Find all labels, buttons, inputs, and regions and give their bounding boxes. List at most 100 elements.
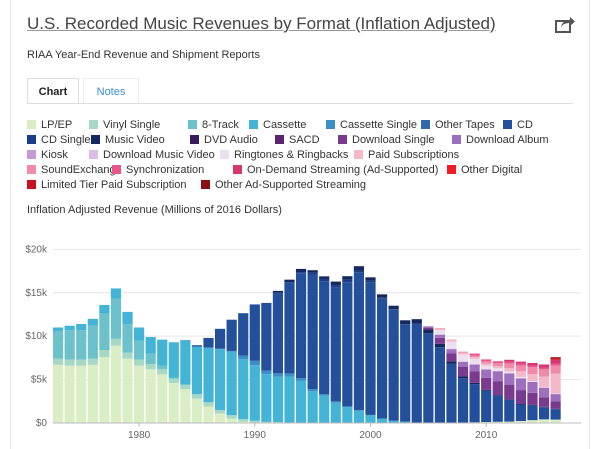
bar-segment[interactable] xyxy=(515,363,526,366)
bar-segment[interactable] xyxy=(145,363,156,370)
bar-segment[interactable] xyxy=(226,418,237,423)
bar-segment[interactable] xyxy=(527,362,538,366)
bar-segment[interactable] xyxy=(53,358,64,365)
bar-segment[interactable] xyxy=(527,367,538,375)
bar-segment[interactable] xyxy=(504,421,515,423)
bar-segment[interactable] xyxy=(110,345,122,423)
bar-segment[interactable] xyxy=(515,378,526,391)
bar-segment[interactable] xyxy=(457,378,469,423)
bar-segment[interactable] xyxy=(469,353,480,356)
bar-segment[interactable] xyxy=(249,420,260,423)
bar-segment[interactable] xyxy=(261,421,272,423)
bar-segment[interactable] xyxy=(168,383,179,423)
bar-segment[interactable] xyxy=(272,292,284,374)
bar-segment[interactable] xyxy=(481,365,492,370)
bar-segment[interactable] xyxy=(515,421,526,423)
bar-segment[interactable] xyxy=(515,404,526,422)
legend-item[interactable]: Cassette Single xyxy=(326,119,417,132)
bar-segment[interactable] xyxy=(550,365,561,374)
bar-segment[interactable] xyxy=(214,409,226,414)
bar-segment[interactable] xyxy=(538,367,550,370)
bar-segment[interactable] xyxy=(319,395,330,423)
bar-segment[interactable] xyxy=(515,361,526,364)
bar-segment[interactable] xyxy=(400,320,411,325)
bar-segment[interactable] xyxy=(504,363,515,368)
bar-segment[interactable] xyxy=(550,359,561,364)
bar-segment[interactable] xyxy=(365,280,376,283)
bar-segment[interactable] xyxy=(527,374,538,381)
bar-segment[interactable] xyxy=(388,420,399,423)
bar-segment[interactable] xyxy=(492,371,503,382)
bar-segment[interactable] xyxy=(376,297,388,299)
bar-segment[interactable] xyxy=(457,351,469,353)
bar-segment[interactable] xyxy=(307,391,318,423)
bar-segment[interactable] xyxy=(76,330,87,360)
bar-segment[interactable] xyxy=(342,279,353,283)
bar-segment[interactable] xyxy=(527,381,538,393)
bar-segment[interactable] xyxy=(492,381,503,396)
bar-segment[interactable] xyxy=(492,366,503,369)
bar-segment[interactable] xyxy=(353,266,365,271)
bar-segment[interactable] xyxy=(330,285,341,288)
bar-segment[interactable] xyxy=(504,367,515,372)
bar-segment[interactable] xyxy=(226,351,237,416)
bar-segment[interactable] xyxy=(272,421,284,423)
bar-segment[interactable] xyxy=(87,364,98,423)
bar-segment[interactable] xyxy=(110,288,122,299)
bar-segment[interactable] xyxy=(214,328,226,349)
bar-segment[interactable] xyxy=(307,274,318,390)
bar-segment[interactable] xyxy=(434,343,446,348)
legend-item[interactable]: 8-Track xyxy=(188,119,239,132)
bar-segment[interactable] xyxy=(504,399,515,400)
bar-segment[interactable] xyxy=(249,365,260,421)
bar-segment[interactable] xyxy=(157,365,168,370)
bar-segment[interactable] xyxy=(133,340,145,360)
bar-segment[interactable] xyxy=(504,373,515,385)
bar-segment[interactable] xyxy=(272,290,284,293)
bar-segment[interactable] xyxy=(492,395,503,396)
bar-segment[interactable] xyxy=(249,304,260,361)
bar-segment[interactable] xyxy=(446,353,457,362)
bar-segment[interactable] xyxy=(538,407,550,420)
bar-segment[interactable] xyxy=(423,329,434,334)
bar-segment[interactable] xyxy=(434,330,446,335)
bar-segment[interactable] xyxy=(538,397,550,407)
bar-segment[interactable] xyxy=(110,298,122,339)
bar-segment[interactable] xyxy=(527,380,538,382)
bar-segment[interactable] xyxy=(423,326,434,328)
legend-item[interactable]: Limited Tier Paid Subscription xyxy=(27,179,187,192)
bar-segment[interactable] xyxy=(342,282,353,407)
page-title[interactable]: U.S. Recorded Music Revenues by Format (… xyxy=(27,14,496,33)
legend-item[interactable]: Download Album xyxy=(452,134,549,147)
bar-segment[interactable] xyxy=(527,392,538,405)
bar-segment[interactable] xyxy=(388,305,399,310)
bar-segment[interactable] xyxy=(527,405,538,421)
bar-segment[interactable] xyxy=(249,360,260,366)
bar-segment[interactable] xyxy=(99,357,110,423)
bar-segment[interactable] xyxy=(469,371,480,383)
bar-segment[interactable] xyxy=(122,311,133,325)
bar-segment[interactable] xyxy=(157,339,168,366)
bar-segment[interactable] xyxy=(180,340,191,385)
bar-segment[interactable] xyxy=(376,294,388,298)
bar-segment[interactable] xyxy=(446,361,457,364)
bar-segment[interactable] xyxy=(64,359,75,366)
bar-segment[interactable] xyxy=(307,389,318,392)
bar-segment[interactable] xyxy=(481,369,492,378)
bar-segment[interactable] xyxy=(515,376,526,379)
bar-segment[interactable] xyxy=(330,401,341,403)
legend-item[interactable]: Other Ad-Supported Streaming xyxy=(201,179,366,192)
bar-segment[interactable] xyxy=(365,277,376,281)
legend-item[interactable]: Ringtones & Ringbacks xyxy=(220,149,348,162)
bar-segment[interactable] xyxy=(515,365,526,372)
bar-segment[interactable] xyxy=(411,323,422,423)
bar-segment[interactable] xyxy=(423,333,434,423)
bar-segment[interactable] xyxy=(295,378,307,381)
bar-segment[interactable] xyxy=(284,373,295,377)
bar-segment[interactable] xyxy=(330,402,341,423)
bar-segment[interactable] xyxy=(446,349,457,354)
bar-segment[interactable] xyxy=(76,365,87,423)
bar-segment[interactable] xyxy=(550,409,561,420)
legend-item[interactable]: Paid Subscriptions xyxy=(354,149,459,162)
bar-segment[interactable] xyxy=(319,281,330,394)
